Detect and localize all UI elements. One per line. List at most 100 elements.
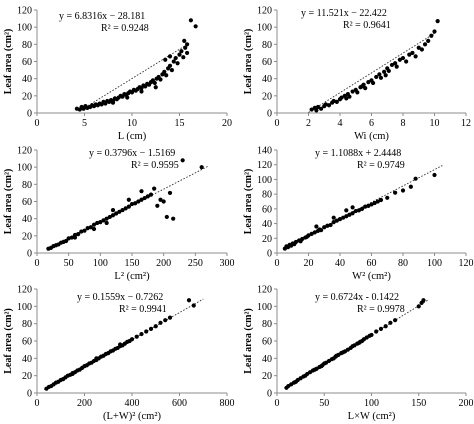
x-tick-label: 80 [398, 258, 408, 269]
chart-panel-1: 0 5 10 15 20 0 20 40 60 80 100 120 L (cm) Leaf area (… [3, 6, 232, 143]
data-point [120, 207, 125, 213]
data-point [76, 232, 81, 237]
y-axis-label: Leaf area (cm²) [3, 29, 14, 95]
data-point [314, 224, 319, 229]
data-point [79, 229, 84, 234]
r-squared: R² = 0.9941 [119, 304, 167, 315]
data-point [188, 18, 193, 23]
trendline [79, 43, 190, 112]
x-tick-label: 0 [275, 258, 280, 269]
data-point [300, 236, 305, 242]
x-tick-label: 15 [175, 118, 185, 129]
data-point [177, 52, 182, 57]
regression-equation: y = 11.521x − 22.422 [301, 8, 387, 19]
y-axis-label: Leaf area (cm²) [3, 169, 14, 235]
data-point [144, 329, 149, 334]
data-point [331, 220, 336, 225]
r-squared: R² = 0.9248 [101, 23, 149, 34]
x-tick-label: 8 [401, 118, 406, 129]
data-point [91, 226, 97, 232]
y-tick-label: 0 [267, 109, 272, 120]
data-point [163, 57, 168, 62]
data-point [171, 59, 176, 64]
y-tick-label: 0 [27, 389, 32, 400]
data-point [325, 223, 330, 228]
y-tick-label: 120 [17, 146, 32, 157]
data-point [334, 218, 339, 223]
y-tick-label: 0 [27, 109, 32, 120]
y-tick-label: 40 [22, 214, 32, 225]
data-point [375, 199, 380, 204]
x-tick-label: 4 [338, 118, 343, 129]
y-tick-label: 40 [22, 74, 32, 85]
data-point [353, 208, 358, 214]
data-point [85, 226, 90, 231]
x-tick-label: 0 [275, 118, 280, 129]
x-tick-label: 200 [156, 258, 171, 269]
data-point [378, 75, 384, 80]
data-point [378, 197, 384, 203]
x-tick-label: 100 [93, 258, 108, 269]
x-tick-label: 20 [304, 258, 314, 269]
data-point [179, 49, 184, 54]
data-point [370, 80, 376, 86]
data-point [164, 73, 169, 78]
y-tick-label: 40 [262, 219, 272, 230]
data-point [101, 218, 106, 223]
chart-panel-6: 0 50 100 150 200 0 20 40 60 80 100 120 L×W (cm²) Leaf… [243, 285, 474, 423]
data-point [110, 100, 116, 105]
data-point [328, 222, 333, 228]
y-tick-label: 0 [27, 249, 32, 260]
data-point [193, 24, 198, 29]
data-point [419, 300, 424, 305]
data-point [410, 50, 415, 56]
data-point [334, 353, 339, 358]
data-point [429, 33, 434, 38]
x-tick-label: 150 [411, 398, 426, 409]
y-tick-label: 100 [17, 23, 32, 34]
y-tick-label: 80 [262, 190, 272, 201]
data-point [400, 188, 406, 193]
data-point [393, 61, 398, 66]
data-point [334, 99, 339, 104]
data-point [183, 45, 188, 50]
y-tick-label: 20 [262, 371, 272, 382]
data-point [199, 165, 204, 170]
data-point [169, 67, 174, 73]
r-squared: R² = 0.9749 [357, 160, 405, 171]
data-point [158, 77, 163, 82]
data-point [152, 80, 157, 86]
data-point [167, 63, 173, 68]
data-point [331, 215, 336, 220]
data-point [385, 195, 390, 200]
data-point [350, 205, 355, 210]
data-point [326, 103, 332, 108]
data-point [382, 69, 387, 74]
x-tick-label: 10 [127, 118, 137, 129]
data-point [397, 57, 402, 62]
x-tick-label: 200 [459, 398, 474, 409]
data-point [136, 199, 141, 204]
y-axis-label: Leaf area (cm²) [243, 308, 254, 374]
data-point [319, 364, 324, 369]
data-point [322, 225, 327, 230]
y-axis-label: Leaf area (cm²) [243, 29, 254, 95]
y-tick-label: 120 [257, 285, 272, 296]
data-point [180, 158, 185, 163]
data-point [432, 172, 437, 178]
y-axis-label: Leaf area (cm²) [3, 308, 14, 374]
data-point [129, 337, 135, 342]
x-tick-label: 100 [427, 258, 442, 269]
data-point [400, 55, 406, 61]
data-point [171, 216, 176, 221]
y-tick-label: 140 [257, 146, 272, 157]
data-point [383, 324, 388, 329]
x-tick-label: 400 [125, 398, 140, 409]
x-tick-label: 250 [188, 258, 203, 269]
r-squared: R² = 0.9595 [131, 160, 179, 171]
data-point [393, 190, 398, 195]
regression-equation: y = 6.8316x − 28.181 [59, 11, 145, 22]
data-point [88, 225, 93, 230]
data-point [347, 94, 352, 99]
